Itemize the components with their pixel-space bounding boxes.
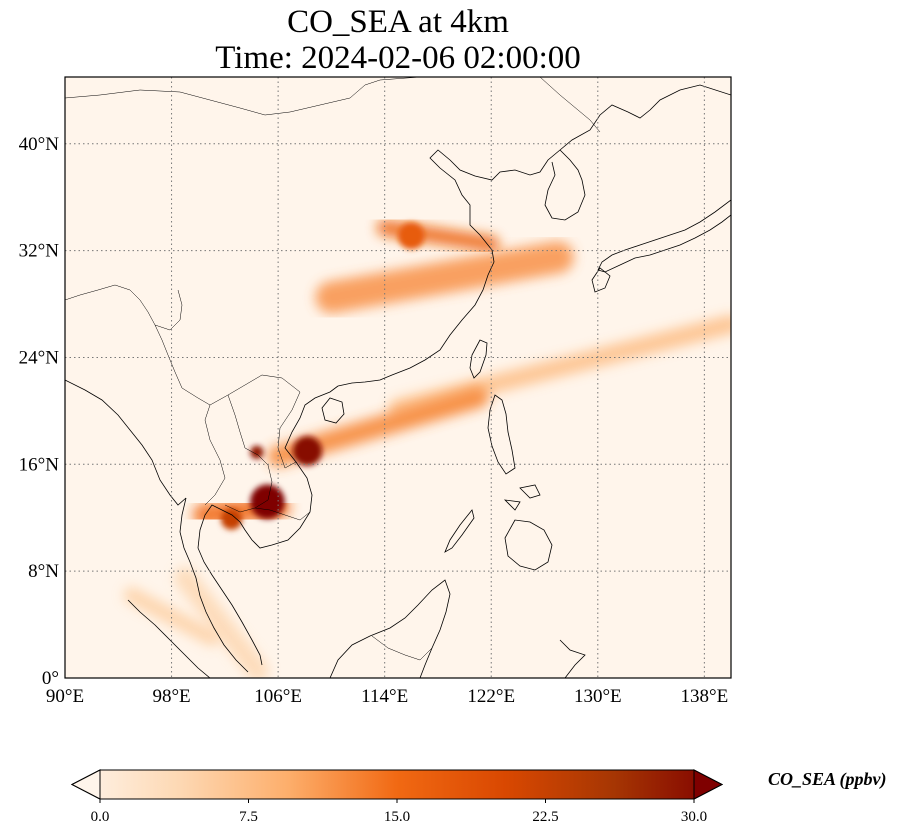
lat-tick-label: 16°N	[19, 454, 60, 475]
coastline-korea	[544, 149, 586, 221]
coastline-mindanao	[504, 519, 553, 571]
colorbar-extend-min	[70, 769, 101, 800]
lat-tick-label: 40°N	[19, 134, 60, 155]
coastline-malay-peninsula-west	[179, 497, 249, 673]
coastline-japan-honshu	[597, 199, 731, 273]
thailand-hotspot	[220, 508, 243, 530]
border-russia-china	[364, 77, 601, 133]
sumatra-band	[123, 587, 220, 646]
coastline-visayas	[503, 484, 541, 511]
plot-title: CO_SEA at 4km	[287, 4, 509, 40]
cambodia-hotspot	[250, 484, 285, 520]
colorbar-tick-label: 7.5	[239, 809, 258, 825]
map-background	[65, 77, 731, 678]
coastline-china	[337, 84, 731, 387]
coastline-borneo	[329, 579, 451, 678]
coastline-taiwan	[469, 339, 488, 379]
colorbar-tick-label: 15.0	[384, 809, 410, 825]
peninsula-band	[174, 567, 269, 678]
lon-tick-label: 138°E	[681, 686, 729, 707]
country-borders	[65, 77, 601, 661]
lon-tick-label: 130°E	[574, 686, 622, 707]
coastline-myanmar	[65, 379, 187, 506]
co-concentration-field	[123, 219, 731, 678]
colorbar-tick-label: 0.0	[91, 809, 110, 825]
colorbar: 0.0 7.5 15.0 22.5 30.0	[70, 769, 724, 825]
coastline-sulawesi	[559, 639, 586, 678]
border-south-asia	[65, 284, 183, 331]
plot-subtitle-time: Time: 2024-02-06 02:00:00	[215, 40, 581, 76]
colorbar-label: CO_SEA (ppbv)	[768, 769, 887, 789]
colorbar-gradient	[70, 769, 724, 800]
colorbar-tick-label: 30.0	[681, 809, 707, 825]
border-borneo-internal	[371, 635, 433, 661]
laos-hotspot	[250, 445, 264, 459]
lon-tick-label: 114°E	[361, 686, 408, 707]
coastline-hainan	[321, 397, 345, 424]
coastline-palawan	[444, 509, 475, 553]
colorbar-extend-max	[693, 769, 724, 800]
lat-tick-label: 8°N	[28, 561, 59, 582]
map-frame	[64, 76, 732, 679]
lon-tick-label: 122°E	[467, 686, 515, 707]
lon-tick-label: 98°E	[152, 686, 190, 707]
border-laos-thailand	[224, 394, 273, 513]
lon-tick-label: 90°E	[46, 686, 84, 707]
coastline-kyushu	[591, 267, 611, 293]
lon-tick-label: 106°E	[254, 686, 302, 707]
graticule	[65, 77, 731, 678]
border-laos-vietnam	[209, 374, 301, 469]
border-cambodia	[254, 507, 311, 521]
vietnam-hotspot	[292, 436, 323, 466]
lat-tick-label: 24°N	[19, 347, 60, 368]
lat-tick-label: 32°N	[19, 241, 60, 262]
coastline-sumatra	[127, 599, 211, 678]
coastline-indochina	[197, 385, 339, 666]
yangtze-hotspot	[398, 222, 425, 250]
coastlines	[65, 84, 731, 678]
colorbar-tick-label: 22.5	[532, 809, 558, 825]
axis-tick-labels: 90°E 98°E 106°E 114°E 122°E 130°E 138°E 0° 8°N 16…	[19, 134, 729, 707]
lat-tick-label: 0°	[42, 668, 59, 689]
border-mongolia-china	[65, 84, 366, 116]
central-china-plume	[315, 241, 574, 314]
coastline-luzon	[487, 394, 516, 475]
